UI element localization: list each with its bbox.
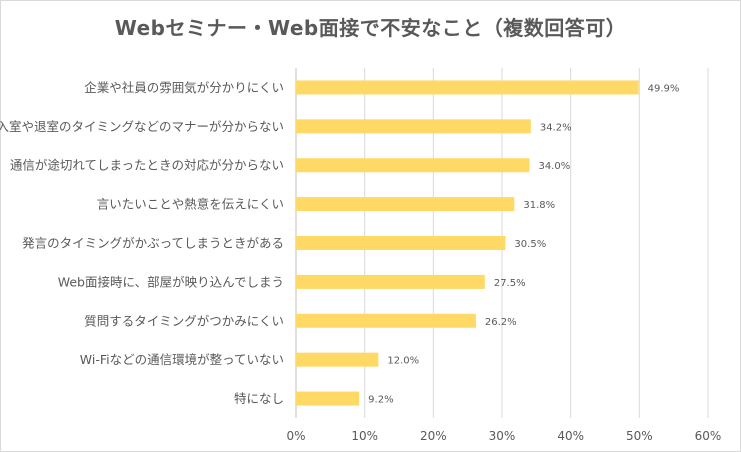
x-tick-label: 60% [695, 429, 722, 443]
chart-title: Webセミナー・Web面接で不安なこと（複数回答可） [114, 16, 627, 40]
category-label: 特になし [234, 391, 284, 406]
category-label: 発言のタイミングがかぶってしまうときがある [22, 236, 284, 251]
x-tick-label: 10% [351, 429, 378, 443]
bar [296, 158, 530, 173]
x-tick-label: 30% [489, 429, 516, 443]
value-label: 9.2% [368, 395, 393, 406]
value-label: 30.5% [514, 239, 546, 250]
value-label: 34.2% [540, 122, 572, 133]
value-labels: 49.9% 34.2% 34.0% 31.8% 30.5% 27.5% 26.2% 12.0%… [368, 83, 679, 405]
x-tick-label: 0% [286, 429, 305, 443]
value-label: 27.5% [494, 278, 526, 289]
x-tick-label: 50% [626, 429, 653, 443]
bar [296, 352, 379, 367]
x-tick-label: 40% [557, 429, 584, 443]
bar [296, 274, 485, 289]
bar [296, 236, 506, 250]
value-label: 49.9% [648, 83, 680, 94]
category-label: 通信が途切れてしまったときの対応が分からない [10, 158, 284, 173]
value-label: 31.8% [523, 200, 555, 211]
category-label: 質問するタイミングがつかみにくい [84, 313, 284, 328]
value-label: 34.0% [538, 161, 570, 172]
bar [296, 313, 476, 328]
bar [296, 119, 531, 134]
category-label: Web面接時に、部屋が映り込んでしまう [58, 274, 284, 289]
bar [296, 80, 639, 95]
x-tick-labels: 0% 10% 20% 30% 40% 50% 60% [286, 429, 721, 443]
category-labels: 企業や社員の雰囲気が分かりにくい入室や退室のタイミングなどのマナーが分からない通… [0, 80, 284, 406]
value-label: 26.2% [485, 317, 517, 328]
category-label: Wi-Fiなどの通信環境が整っていない [80, 352, 284, 367]
value-label: 12.0% [387, 356, 419, 367]
bar [296, 391, 360, 406]
bar [296, 197, 515, 212]
category-label: 言いたいことや熱意を伝えにくい [97, 197, 284, 212]
category-label: 企業や社員の雰囲気が分かりにくい [84, 80, 284, 95]
category-label: 入室や退室のタイミングなどのマナーが分からない [0, 119, 284, 134]
bars [296, 80, 639, 406]
x-tick-label: 20% [420, 429, 447, 443]
